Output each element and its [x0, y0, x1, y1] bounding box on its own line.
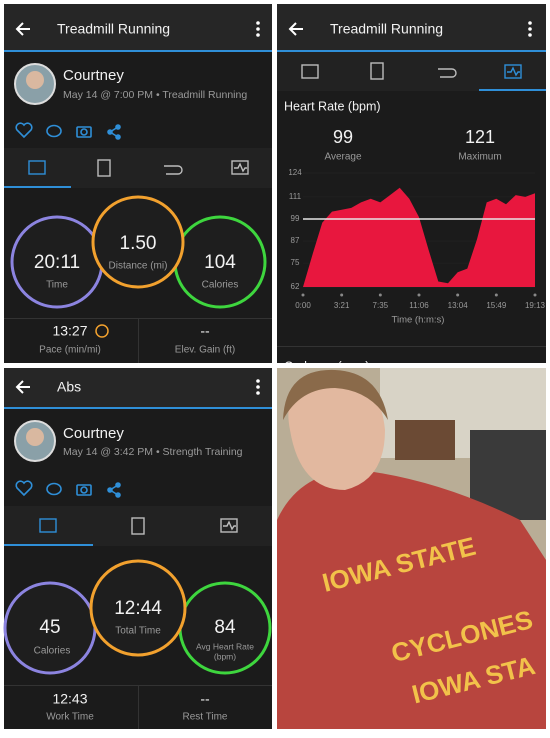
tab-bar [4, 148, 272, 188]
shirt [277, 470, 546, 729]
x-tick-dot [340, 293, 344, 297]
divider [138, 318, 139, 363]
x-tick-dot [378, 293, 382, 297]
x-tick-label: 19:13 [525, 301, 546, 310]
maximum-label: Maximum [458, 152, 501, 163]
user-name: Courtney [63, 67, 124, 84]
divider [138, 685, 139, 729]
screen-title: Abs [57, 379, 81, 395]
screen-summary: Treadmill Running Courtney May 14 @ 7:00… [4, 4, 272, 363]
x-tick-dot [417, 293, 421, 297]
stat-label: Calories [34, 646, 71, 657]
stat-value: 20:11 [34, 252, 80, 273]
stat-label: Time [46, 280, 68, 291]
divider [277, 346, 546, 347]
x-tick-label: 15:49 [486, 301, 507, 310]
detail-label: Pace (min/mi) [39, 345, 101, 356]
tabs[interactable] [28, 159, 249, 177]
x-tick-label: 7:35 [373, 301, 389, 310]
x-tick-label: 13:04 [448, 301, 469, 310]
maximum-value: 121 [465, 127, 495, 147]
tabs[interactable] [301, 62, 522, 80]
x-tick-label: 0:00 [295, 301, 311, 310]
heart-rate-area [303, 187, 535, 287]
back-button[interactable] [15, 22, 30, 36]
tabs[interactable] [39, 517, 238, 535]
y-tick-label: 111 [289, 192, 302, 201]
stat-value: 45 [39, 617, 60, 638]
menu-button[interactable] [256, 21, 260, 37]
active-tab-indicator [4, 544, 93, 546]
screen-chart: Treadmill Running Heart Rate (bpm) 99 Av… [277, 4, 546, 373]
divider [277, 50, 546, 52]
menu-button[interactable] [256, 379, 260, 395]
stat-value: 104 [204, 252, 236, 273]
detail-value: -- [200, 323, 210, 339]
chart-title: Heart Rate (bpm) [284, 99, 381, 113]
hair [283, 369, 388, 420]
activity-subtitle: May 14 @ 3:42 PM • Strength Training [63, 446, 243, 458]
user-name: Courtney [63, 425, 124, 442]
stat-value: 1.50 [120, 233, 157, 254]
app-bar [4, 4, 272, 50]
x-tick-dot [494, 293, 498, 297]
activity-subtitle: May 14 @ 7:00 PM • Treadmill Running [63, 89, 247, 101]
stat-ring [91, 195, 185, 289]
tab-bar [4, 506, 272, 546]
average-label: Average [324, 152, 362, 163]
x-axis-label: Time (h:m:s) [392, 315, 445, 326]
screen-summary: Abs Courtney May 14 @ 3:42 PM • Strength… [3, 368, 272, 729]
tab-bar [277, 52, 546, 91]
screen-title: Treadmill Running [330, 21, 443, 37]
detail-label: Rest Time [182, 712, 227, 723]
y-tick-label: 62 [291, 282, 300, 291]
divider [4, 407, 272, 409]
screen-title: Treadmill Running [57, 21, 170, 37]
stat-value: 84 [214, 617, 236, 638]
detail-value: 12:43 [52, 691, 87, 707]
detail-value: 13:27 [52, 323, 87, 339]
back-button[interactable] [15, 380, 30, 394]
average-value: 99 [333, 127, 353, 147]
active-tab-indicator [4, 186, 71, 188]
app-bar [4, 368, 272, 408]
avatar-face [26, 428, 44, 446]
next-section-title: Cadence (spm) [284, 359, 369, 373]
heart-rate-chart: 124 111 99 87 75 62 0:00 3:21 7:35 11:06 13:04 15:4… [288, 168, 545, 310]
active-tab-indicator [479, 89, 546, 91]
app-bar [277, 4, 546, 50]
photo: IOWA STATE CYCLONES IOWA STA [277, 368, 546, 729]
detail-label: Elev. Gain (ft) [175, 345, 235, 356]
y-tick-label: 87 [291, 236, 300, 245]
avatar-face [26, 71, 44, 89]
pace-icon [95, 324, 109, 338]
x-tick-dot [533, 293, 537, 297]
stat-label: (bpm) [214, 651, 236, 661]
menu-button[interactable] [528, 21, 532, 37]
y-tick-label: 99 [291, 214, 300, 223]
x-tick-dot [456, 293, 460, 297]
stat-label: Calories [202, 280, 239, 291]
x-tick-label: 3:21 [334, 301, 350, 310]
gym-furniture [395, 420, 455, 460]
stat-label: Total Time [115, 626, 161, 637]
y-tick-label: 75 [291, 258, 300, 267]
y-tick-label: 124 [288, 168, 302, 177]
back-button[interactable] [288, 22, 303, 36]
stat-label: Avg Heart Rate [196, 641, 254, 651]
detail-label: Work Time [46, 712, 94, 723]
action-icons[interactable] [15, 480, 121, 498]
face [288, 375, 385, 490]
stat-value: 12:44 [114, 598, 162, 619]
x-tick-dot [301, 293, 305, 297]
divider [4, 50, 272, 52]
detail-value: -- [200, 691, 210, 707]
stat-ring [89, 559, 187, 657]
action-icons[interactable] [15, 122, 121, 140]
stat-label: Distance (mi) [109, 261, 168, 272]
x-tick-label: 11:06 [409, 301, 429, 310]
